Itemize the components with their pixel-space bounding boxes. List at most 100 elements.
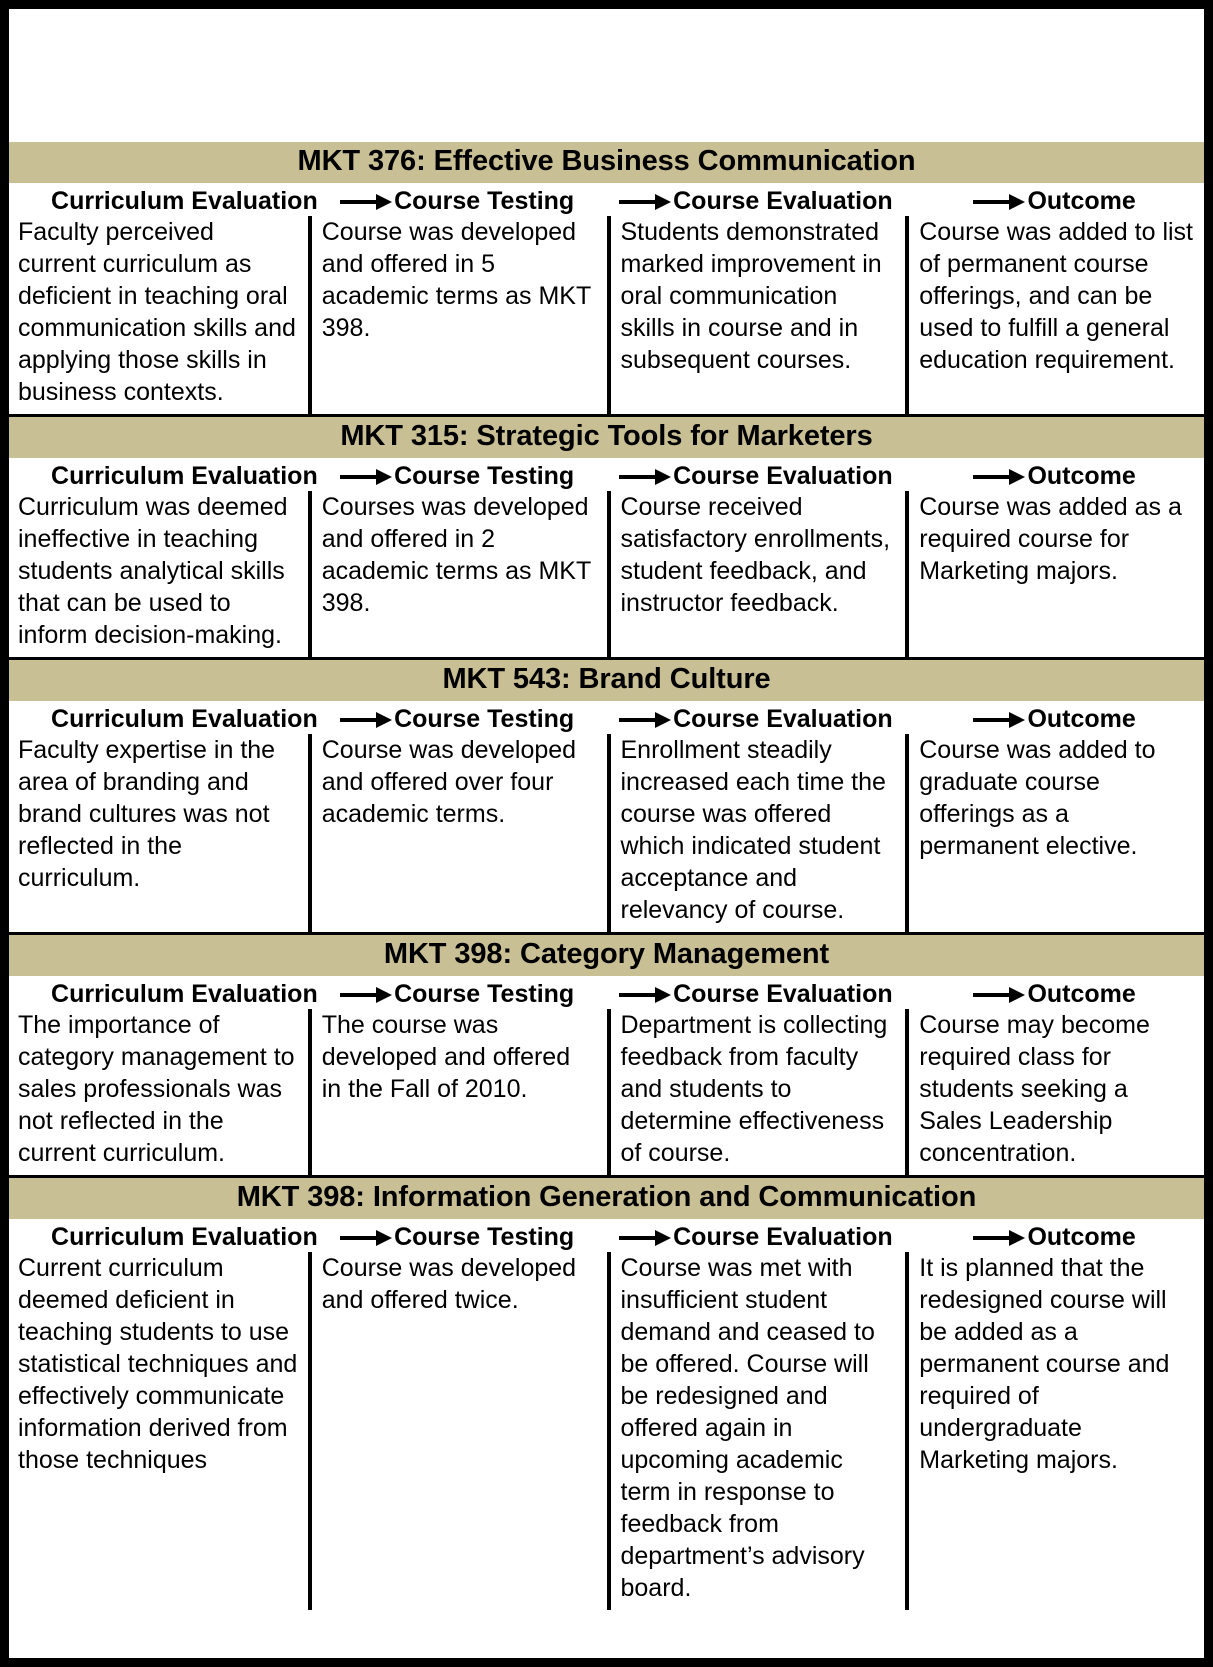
section-body-row: The importance of category management to… — [9, 1009, 1204, 1175]
right-arrow-icon — [973, 710, 1026, 730]
cell-curriculum-evaluation: Current curriculum deemed deficient in t… — [18, 1254, 298, 1474]
stage-label: Outcome — [1027, 1223, 1136, 1251]
stage-header-course-evaluation: Course Evaluation — [607, 187, 906, 216]
stage-label: Course Testing — [394, 980, 575, 1008]
course-section: MKT 376: Effective Business Communicatio… — [9, 142, 1204, 417]
stage-label: Course Evaluation — [673, 187, 893, 215]
stage-header-course-evaluation: Course Evaluation — [607, 462, 906, 491]
section-title: MKT 315: Strategic Tools for Marketers — [9, 417, 1204, 458]
stage-label: Course Evaluation — [673, 462, 893, 490]
stage-header-row: Curriculum Evaluation Course Testing Cou… — [9, 183, 1204, 216]
stage-header-course-evaluation: Course Evaluation — [607, 980, 906, 1009]
cell-curriculum-evaluation: The importance of category management to… — [18, 1011, 295, 1167]
stage-header-course-testing: Course Testing — [308, 1223, 607, 1252]
stage-header-curriculum-evaluation: Curriculum Evaluation — [9, 980, 318, 1009]
stage-label: Outcome — [1027, 187, 1136, 215]
stage-header-curriculum-evaluation: Curriculum Evaluation — [9, 462, 318, 491]
arrow-spacer — [0, 710, 51, 730]
cell-course-evaluation: Course received satisfactory enrollments… — [606, 491, 906, 657]
stage-label: Curriculum Evaluation — [51, 980, 318, 1008]
stage-header-curriculum-evaluation: Curriculum Evaluation — [9, 187, 318, 216]
stage-header-course-testing: Course Testing — [308, 980, 607, 1009]
right-arrow-icon — [340, 192, 393, 212]
arrow-spacer — [0, 192, 51, 212]
section-title: MKT 376: Effective Business Communicatio… — [9, 142, 1204, 183]
cell-outcome: Course was added to graduate course offe… — [905, 734, 1204, 932]
cell-outcome: Course was added as a required course fo… — [905, 491, 1204, 657]
stage-header-course-evaluation: Course Evaluation — [607, 1223, 906, 1252]
stage-header-course-evaluation: Course Evaluation — [607, 705, 906, 734]
right-arrow-icon — [340, 985, 393, 1005]
course-section: MKT 315: Strategic Tools for Marketers C… — [9, 417, 1204, 660]
right-arrow-icon — [619, 985, 672, 1005]
stage-header-curriculum-evaluation: Curriculum Evaluation — [9, 705, 318, 734]
course-section: MKT 398: Category Management Curriculum … — [9, 935, 1204, 1178]
stage-header-outcome: Outcome — [905, 705, 1204, 734]
stage-header-outcome: Outcome — [905, 462, 1204, 491]
cell-outcome: It is planned that the redesigned course… — [905, 1252, 1204, 1610]
right-arrow-icon — [973, 985, 1026, 1005]
stage-label: Outcome — [1027, 705, 1136, 733]
section-title: MKT 543: Brand Culture — [9, 660, 1204, 701]
section-divider — [9, 657, 1204, 660]
stage-label: Course Evaluation — [673, 705, 893, 733]
arrow-spacer — [0, 1228, 51, 1248]
stage-label: Course Testing — [394, 187, 575, 215]
stage-header-row: Curriculum Evaluation Course Testing Cou… — [9, 458, 1204, 491]
cell-curriculum-evaluation: Faculty expertise in the area of brandin… — [18, 736, 276, 892]
stage-header-course-testing: Course Testing — [308, 705, 607, 734]
stage-label: Course Testing — [394, 705, 575, 733]
right-arrow-icon — [973, 467, 1026, 487]
right-arrow-icon — [973, 192, 1026, 212]
cell-course-testing: The course was developed and offered in … — [307, 1009, 607, 1175]
right-arrow-icon — [619, 192, 672, 212]
cell-outcome: Course may become required class for stu… — [905, 1009, 1204, 1175]
stage-label: Outcome — [1027, 462, 1136, 490]
right-arrow-icon — [340, 1228, 393, 1248]
stage-header-course-testing: Course Testing — [308, 187, 607, 216]
stage-label: Course Evaluation — [673, 980, 893, 1008]
stage-label: Curriculum Evaluation — [51, 462, 318, 490]
cell-course-testing: Course was developed and offered twice. — [307, 1252, 607, 1610]
right-arrow-icon — [340, 467, 393, 487]
stage-label: Course Evaluation — [673, 1223, 893, 1251]
stage-label: Outcome — [1027, 980, 1136, 1008]
right-arrow-icon — [619, 1228, 672, 1248]
section-body-row: Faculty expertise in the area of brandin… — [9, 734, 1204, 932]
cell-curriculum-evaluation: Faculty perceived current curriculum as … — [18, 218, 296, 406]
stage-label: Curriculum Evaluation — [51, 705, 318, 733]
section-body-row: Faculty perceived current curriculum as … — [9, 216, 1204, 414]
top-blank-area — [9, 9, 1204, 142]
cell-course-evaluation: Students demonstrated marked improvement… — [606, 216, 906, 414]
course-section: MKT 543: Brand Culture Curriculum Evalua… — [9, 660, 1204, 935]
right-arrow-icon — [619, 710, 672, 730]
right-arrow-icon — [973, 1228, 1026, 1248]
stage-header-row: Curriculum Evaluation Course Testing Cou… — [9, 701, 1204, 734]
cell-curriculum-evaluation: Curriculum was deemed ineffective in tea… — [18, 493, 288, 649]
stage-header-row: Curriculum Evaluation Course Testing Cou… — [9, 976, 1204, 1009]
section-title: MKT 398: Category Management — [9, 935, 1204, 976]
cell-course-testing: Courses was developed and offered in 2 a… — [307, 491, 607, 657]
stage-label: Curriculum Evaluation — [51, 187, 318, 215]
arrow-spacer — [0, 467, 51, 487]
stage-label: Course Testing — [394, 462, 575, 490]
right-arrow-icon — [340, 710, 393, 730]
section-divider — [9, 1175, 1204, 1178]
stage-label: Course Testing — [394, 1223, 575, 1251]
cell-outcome: Course was added to list of permanent co… — [905, 216, 1204, 414]
stage-header-outcome: Outcome — [905, 980, 1204, 1009]
cell-course-testing: Course was developed and offered over fo… — [307, 734, 607, 932]
arrow-spacer — [0, 985, 51, 1005]
stage-header-curriculum-evaluation: Curriculum Evaluation — [9, 1223, 318, 1252]
section-divider — [9, 414, 1204, 417]
stage-label: Curriculum Evaluation — [51, 1223, 318, 1251]
course-flow-table: MKT 376: Effective Business Communicatio… — [9, 142, 1204, 1658]
stage-header-course-testing: Course Testing — [308, 462, 607, 491]
course-section: MKT 398: Information Generation and Comm… — [9, 1178, 1204, 1610]
cell-course-evaluation: Enrollment steadily increased each time … — [606, 734, 906, 932]
section-divider — [9, 932, 1204, 935]
cell-course-evaluation: Department is collecting feedback from f… — [606, 1009, 906, 1175]
stage-header-outcome: Outcome — [905, 1223, 1204, 1252]
